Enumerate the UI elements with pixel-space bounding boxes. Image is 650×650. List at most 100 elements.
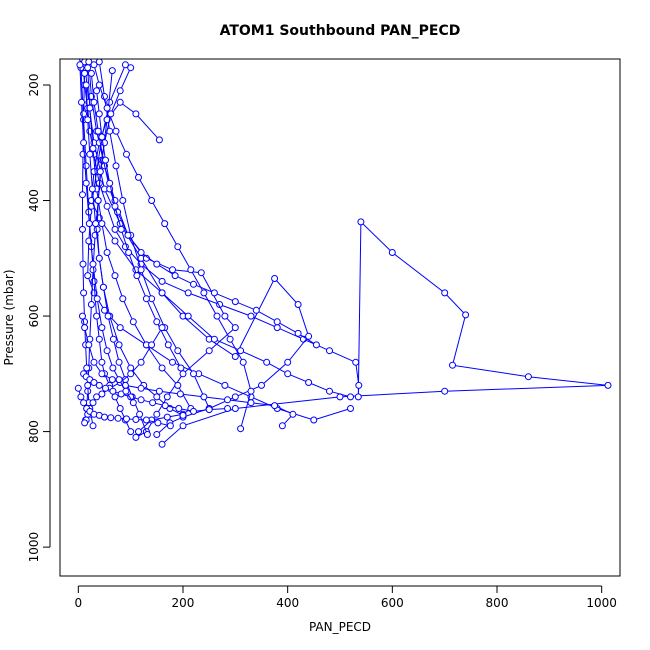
data-point-4-18 [347, 405, 354, 412]
data-point-1-21 [357, 218, 365, 226]
data-point-16-11 [200, 393, 208, 401]
data-point-15-7 [117, 225, 125, 233]
data-point-2-15 [258, 381, 265, 389]
y-tick-label: 1000 [27, 532, 41, 563]
data-point-1-28 [441, 387, 449, 395]
data-point-16-15 [289, 410, 297, 418]
data-point-7-5 [98, 220, 106, 228]
data-point-9-2 [103, 116, 111, 124]
x-axis-label: PAN_PECD [309, 620, 371, 634]
data-point-7-17 [135, 428, 142, 436]
data-point-7-1 [84, 64, 92, 72]
data-point-2-14 [284, 358, 292, 366]
data-point-19-3 [80, 399, 88, 407]
data-point-1-23 [441, 289, 449, 297]
data-point-5-13 [210, 335, 218, 343]
data-point-1-22 [388, 249, 396, 256]
data-point-12-7 [148, 197, 156, 204]
data-point-11-1 [81, 69, 89, 77]
data-point-12-6 [135, 173, 142, 181]
data-point-14-1 [82, 81, 90, 89]
data-point-15-3 [98, 133, 106, 141]
data-point-19-14 [154, 419, 162, 427]
plot-area [74, 59, 612, 448]
data-point-10-9 [153, 260, 161, 268]
data-point-16-16 [278, 422, 286, 430]
chart-title: ATOM1 Southbound PAN_PECD [220, 23, 461, 39]
data-point-3-11 [231, 324, 239, 332]
data-point-19-8 [101, 413, 108, 421]
data-point-10-11 [190, 280, 197, 288]
data-point-5-17 [305, 379, 313, 386]
data-point-6-8 [95, 335, 103, 343]
data-point-1-14 [247, 312, 255, 320]
data-point-10-17 [312, 341, 320, 349]
data-point-12-13 [226, 335, 234, 343]
data-point-14-14 [143, 431, 151, 438]
data-point-18-11 [149, 399, 157, 407]
data-point-16-14 [271, 402, 279, 410]
data-point-19-15 [166, 422, 174, 430]
data-point-5-2 [132, 110, 140, 118]
data-point-5-3 [116, 98, 124, 106]
data-point-11-6 [79, 260, 87, 268]
y-axis-label: Pressure (mbar) [2, 269, 16, 365]
data-point-1-17 [326, 347, 333, 355]
data-point-5-14 [237, 347, 245, 355]
data-point-12-8 [161, 220, 169, 228]
data-point-11-5 [79, 225, 86, 233]
data-point-5-16 [284, 370, 292, 378]
data-point-4-17 [310, 416, 318, 424]
data-point-16-12 [224, 396, 231, 404]
data-point-13-2 [116, 87, 124, 95]
data-point-12-10 [187, 266, 195, 274]
series-line-12 [93, 64, 252, 429]
data-point-19-1 [74, 384, 82, 392]
data-point-17-8 [93, 393, 101, 401]
data-point-15-4 [102, 156, 109, 164]
data-point-10-8 [137, 249, 145, 256]
data-point-14-5 [92, 220, 100, 228]
data-point-11-7 [80, 289, 88, 297]
data-point-2-16 [231, 393, 239, 401]
data-point-3-13 [179, 370, 187, 378]
data-point-1-11 [158, 277, 166, 285]
x-tick-label: 1000 [586, 596, 617, 610]
data-point-10-7 [124, 231, 132, 239]
data-point-12-11 [200, 289, 208, 297]
data-point-7-7 [111, 272, 119, 280]
data-point-14-13 [136, 410, 144, 418]
data-point-5-6 [90, 168, 98, 176]
data-point-4-2 [106, 98, 114, 106]
data-point-18-12 [161, 402, 169, 410]
data-point-7-11 [158, 364, 166, 372]
data-point-3-17 [132, 433, 140, 441]
y-tick-label: 800 [27, 420, 41, 443]
data-point-12-14 [239, 358, 247, 366]
data-point-7-8 [119, 295, 127, 303]
data-point-14-2 [84, 116, 92, 124]
series-line-1 [82, 59, 609, 445]
data-point-16-2 [81, 324, 89, 332]
y-tick-label: 400 [27, 189, 41, 212]
data-point-12-2 [95, 81, 103, 89]
data-point-18-7 [109, 387, 117, 395]
data-point-13-7 [93, 225, 101, 233]
data-point-1-8 [111, 225, 119, 233]
data-point-10-1 [87, 69, 95, 77]
data-point-13-3 [107, 110, 115, 118]
data-point-20-8 [98, 324, 106, 332]
data-point-6-3 [82, 162, 90, 170]
data-point-16-13 [247, 399, 255, 407]
data-point-15-12 [164, 341, 172, 349]
data-point-5-19 [347, 393, 354, 401]
data-point-9-1 [108, 67, 116, 75]
data-point-12-1 [90, 61, 98, 69]
data-point-4-12 [169, 358, 176, 366]
data-point-8-10 [174, 347, 182, 355]
data-point-18-14 [190, 407, 197, 415]
data-point-20-2 [78, 98, 85, 106]
data-point-19-11 [123, 415, 130, 423]
data-point-8-4 [112, 162, 120, 170]
data-point-10-2 [90, 98, 98, 106]
